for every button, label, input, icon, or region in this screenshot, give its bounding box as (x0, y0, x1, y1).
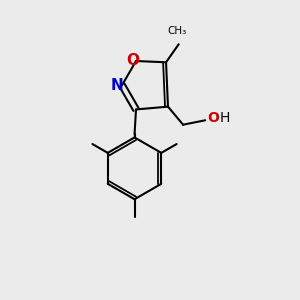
Text: N: N (110, 78, 123, 93)
Text: O: O (208, 111, 219, 125)
Text: O: O (126, 53, 139, 68)
Text: H: H (219, 111, 230, 125)
Text: CH₃: CH₃ (168, 26, 187, 36)
